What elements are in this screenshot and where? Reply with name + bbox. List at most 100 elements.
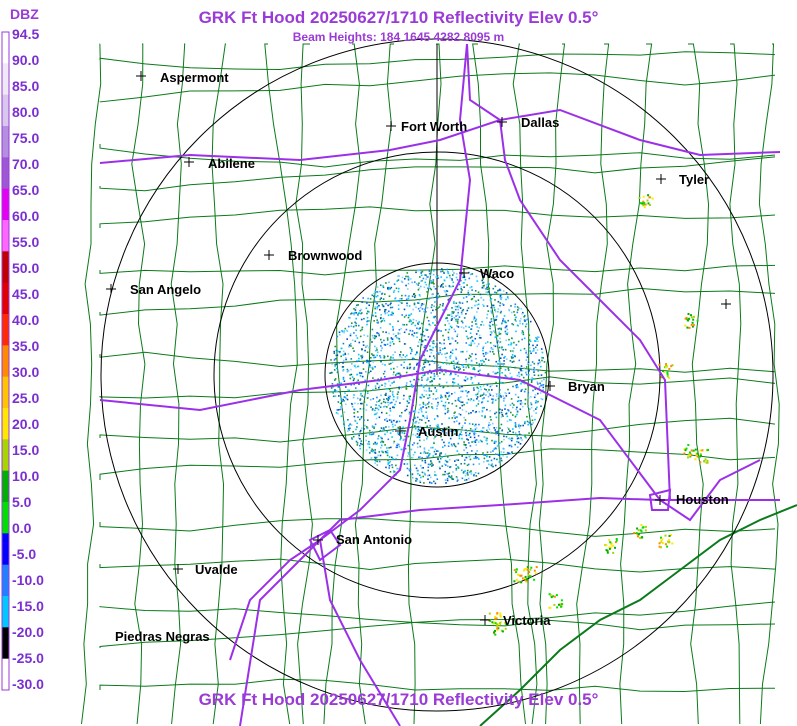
echo-pixel bbox=[537, 340, 539, 343]
echo-pixel bbox=[385, 302, 387, 305]
echo-pixel bbox=[466, 309, 469, 312]
echo-pixel bbox=[493, 631, 496, 634]
echo-pixel bbox=[353, 415, 356, 418]
echo-pixel bbox=[671, 364, 674, 367]
echo-pixel bbox=[464, 444, 467, 447]
legend-tick-label: 94.5 bbox=[12, 26, 40, 42]
echo-pixel bbox=[424, 339, 427, 341]
echo-pixel bbox=[438, 329, 440, 332]
echo-pixel bbox=[366, 320, 368, 323]
echo-pixel bbox=[514, 306, 516, 308]
echo-pixel bbox=[662, 369, 664, 372]
echo-pixel bbox=[429, 287, 431, 290]
echo-pixel bbox=[499, 427, 501, 429]
echo-pixel bbox=[476, 450, 478, 452]
echo-pixel bbox=[352, 396, 355, 399]
echo-pixel bbox=[530, 402, 532, 404]
echo-pixel bbox=[521, 402, 523, 404]
echo-pixel bbox=[376, 401, 378, 403]
echo-pixel bbox=[513, 569, 516, 572]
echo-pixel bbox=[350, 345, 352, 347]
echo-pixel bbox=[666, 371, 669, 374]
echo-pixel bbox=[393, 406, 395, 409]
echo-pixel bbox=[429, 453, 431, 455]
echo-pixel bbox=[422, 330, 424, 333]
echo-pixel bbox=[509, 350, 512, 352]
echo-pixel bbox=[661, 542, 664, 545]
echo-pixel bbox=[500, 416, 503, 418]
echo-pixel bbox=[448, 475, 450, 478]
echo-pixel bbox=[437, 425, 439, 427]
echo-pixel bbox=[492, 317, 495, 319]
echo-pixel bbox=[421, 457, 423, 459]
echo-pixel bbox=[356, 397, 359, 400]
echo-pixel bbox=[447, 385, 449, 388]
echo-pixel bbox=[354, 321, 356, 324]
echo-pixel bbox=[502, 451, 505, 454]
echo-pixel bbox=[536, 381, 539, 384]
echo-pixel bbox=[382, 298, 385, 300]
echo-pixel bbox=[413, 368, 415, 370]
echo-pixel bbox=[498, 331, 501, 334]
echo-pixel bbox=[381, 303, 384, 306]
echo-pixel bbox=[421, 308, 424, 310]
echo-pixel bbox=[478, 400, 480, 402]
echo-pixel bbox=[458, 453, 460, 456]
echo-pixel bbox=[420, 476, 422, 479]
echo-pixel bbox=[493, 306, 496, 309]
echo-pixel bbox=[464, 459, 466, 461]
echo-pixel bbox=[447, 331, 450, 334]
echo-pixel bbox=[495, 440, 497, 443]
echo-pixel bbox=[420, 285, 422, 288]
echo-pixel bbox=[373, 337, 376, 340]
echo-pixel bbox=[496, 334, 499, 337]
echo-pixel bbox=[524, 568, 527, 570]
echo-pixel bbox=[335, 390, 337, 392]
echo-pixel bbox=[441, 270, 444, 272]
echo-pixel bbox=[435, 276, 437, 278]
echo-pixel bbox=[482, 324, 485, 326]
echo-pixel bbox=[486, 291, 489, 294]
echo-pixel bbox=[683, 452, 686, 455]
echo-pixel bbox=[379, 406, 382, 408]
echo-pixel bbox=[484, 363, 487, 366]
echo-pixel bbox=[342, 398, 344, 401]
echo-pixel bbox=[343, 330, 346, 332]
echo-pixel bbox=[424, 361, 427, 364]
echo-pixel bbox=[356, 422, 358, 425]
echo-pixel bbox=[448, 417, 450, 419]
echo-pixel bbox=[430, 282, 432, 284]
echo-pixel bbox=[502, 395, 504, 397]
echo-pixel bbox=[370, 406, 372, 408]
city-marker-icon bbox=[184, 157, 194, 167]
echo-pixel bbox=[336, 350, 339, 352]
echo-pixel bbox=[498, 461, 501, 463]
echo-pixel bbox=[503, 320, 506, 322]
echo-pixel bbox=[495, 316, 498, 318]
echo-pixel bbox=[666, 373, 669, 376]
echo-pixel bbox=[540, 348, 543, 350]
echo-pixel bbox=[497, 397, 500, 400]
echo-pixel bbox=[371, 431, 374, 433]
echo-pixel bbox=[484, 415, 486, 417]
echo-pixel bbox=[699, 461, 702, 464]
echo-pixel bbox=[511, 376, 513, 379]
echo-pixel bbox=[474, 375, 477, 378]
city-markers bbox=[106, 71, 731, 625]
echo-pixel bbox=[531, 368, 533, 371]
echo-pixel bbox=[443, 427, 445, 429]
echo-pixel bbox=[401, 302, 403, 304]
echo-pixel bbox=[431, 406, 433, 408]
echo-pixel bbox=[444, 291, 447, 293]
echo-pixel bbox=[456, 320, 459, 323]
echo-pixel bbox=[446, 479, 449, 482]
echo-pixel bbox=[461, 425, 464, 427]
echo-pixel bbox=[536, 401, 538, 404]
echo-pixel bbox=[372, 337, 375, 339]
echo-pixel bbox=[435, 424, 438, 427]
echo-pixel bbox=[535, 340, 537, 342]
echo-pixel bbox=[445, 427, 448, 430]
echo-pixel bbox=[499, 395, 502, 397]
echo-pixel bbox=[447, 314, 449, 316]
echo-pixel bbox=[436, 276, 438, 278]
